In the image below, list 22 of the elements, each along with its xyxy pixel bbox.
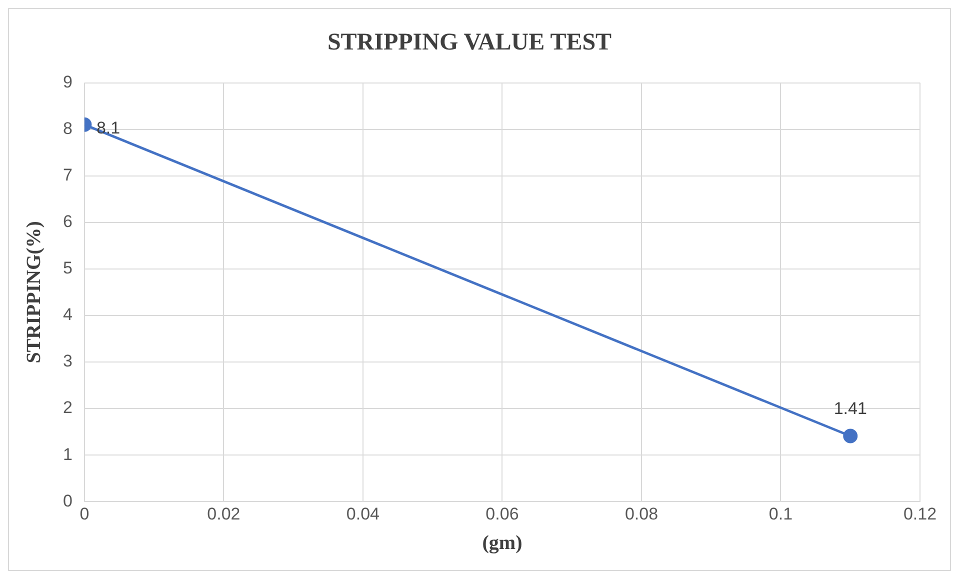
x-tick-label: 0 <box>80 504 90 524</box>
y-tick-label: 1 <box>62 444 72 464</box>
x-tick-label: 0.06 <box>486 504 519 524</box>
y-axis-title: STRIPPING(%) <box>23 221 46 364</box>
y-tick-label: 9 <box>62 72 72 92</box>
y-tick-label: 3 <box>62 352 72 371</box>
y-tick-label: 2 <box>62 398 72 418</box>
x-tick-label: 0.1 <box>768 504 793 524</box>
y-tick-label: 4 <box>62 305 72 324</box>
x-tick-label: 0.12 <box>903 504 937 524</box>
x-tick-label: 0.08 <box>624 504 658 524</box>
y-tick-label: 5 <box>62 258 72 278</box>
data-label: 1.41 <box>834 399 867 418</box>
x-axis-title: (gm) <box>482 532 522 554</box>
y-tick-label: 8 <box>62 119 72 138</box>
y-tick-label: 7 <box>62 166 72 185</box>
x-tick-label: 0.04 <box>346 504 380 524</box>
y-tick-label: 0 <box>62 491 72 510</box>
chart-title: STRIPPING VALUE TEST <box>327 30 612 56</box>
y-tick-label: 6 <box>62 212 72 232</box>
data-label: 8.1 <box>96 118 120 138</box>
x-tick-label: 0.02 <box>207 504 240 524</box>
